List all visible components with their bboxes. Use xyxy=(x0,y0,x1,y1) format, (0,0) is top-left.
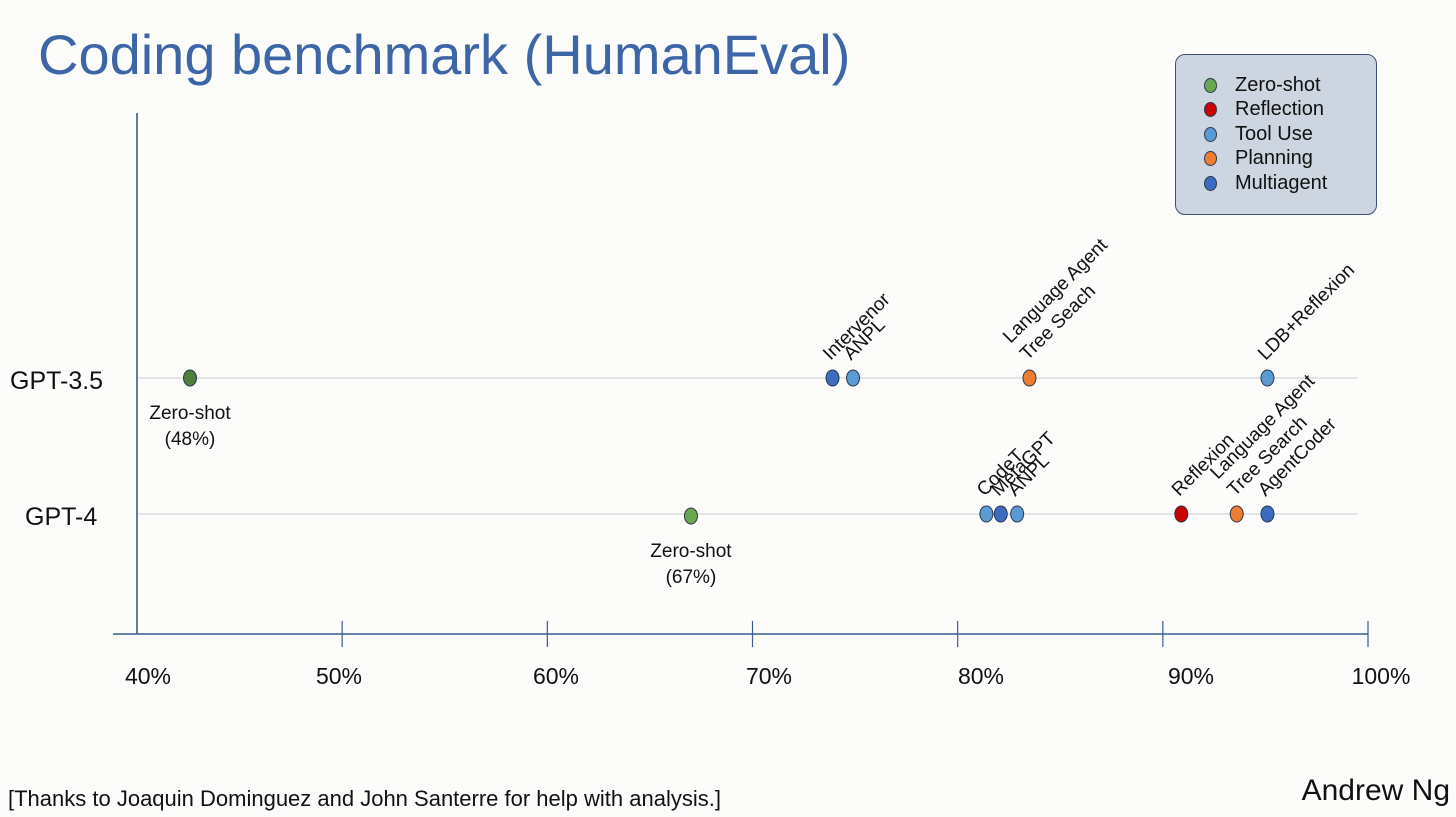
legend-item-planning: Planning xyxy=(1176,147,1376,172)
data-label-group: LDB+Reflexion xyxy=(1254,260,1359,365)
data-point-planning xyxy=(1229,505,1244,523)
legend-label: Tool Use xyxy=(1235,122,1313,145)
legend-label: Multiagent xyxy=(1235,171,1328,194)
data-point-reflection xyxy=(1174,505,1189,523)
data-label: (48%) xyxy=(165,429,216,450)
legend-swatch xyxy=(1204,77,1217,93)
legend-swatch xyxy=(1204,175,1217,191)
data-point-planning xyxy=(1022,369,1037,387)
legend-item-multiagent: Multiagent xyxy=(1176,171,1376,196)
data-point-multiagent xyxy=(825,369,840,387)
footer-note: [Thanks to Joaquin Dominguez and John Sa… xyxy=(8,786,721,811)
slide-title: Coding benchmark (HumanEval) xyxy=(38,23,851,86)
legend-label: Zero-shot xyxy=(1235,73,1321,96)
x-ticks: 40% 50% 60% 70% 80% 90% 100% xyxy=(125,621,1410,689)
legend-swatch xyxy=(1204,126,1217,142)
data-points xyxy=(183,369,1275,525)
x-tick-label: 40% xyxy=(125,663,171,689)
legend-item-reflection: Reflection xyxy=(1176,98,1376,123)
legend: Zero-shot Reflection Tool Use Planning Multi… xyxy=(1175,54,1377,215)
data-point-multiagent xyxy=(993,505,1008,523)
legend-swatch xyxy=(1204,102,1217,118)
y-category-label: GPT-3.5 xyxy=(10,367,103,395)
data-label: Zero-shot xyxy=(149,403,231,424)
x-tick-label: 90% xyxy=(1168,663,1214,689)
legend-label: Reflection xyxy=(1235,98,1324,121)
data-label: LDB+Reflexion xyxy=(1254,260,1359,365)
data-label: Zero-shot xyxy=(650,541,732,562)
data-label: (67%) xyxy=(666,567,717,588)
author-name: Andrew Ng xyxy=(1301,774,1450,807)
x-tick-label: 100% xyxy=(1352,663,1411,689)
legend-swatch xyxy=(1204,151,1217,167)
data-point-tool-use xyxy=(1010,505,1025,523)
legend-item-tool-use: Tool Use xyxy=(1176,122,1376,147)
x-tick-label: 50% xyxy=(316,663,362,689)
data-point-multiagent xyxy=(1260,505,1275,523)
data-point-zero-shot xyxy=(183,369,197,387)
y-category-labels: GPT-3.5 GPT-4 xyxy=(10,367,103,531)
data-point-zero-shot xyxy=(683,507,698,525)
x-tick-label: 70% xyxy=(746,663,792,689)
legend-label: Planning xyxy=(1235,147,1313,170)
row-guides xyxy=(137,377,1358,515)
axes xyxy=(113,113,1368,635)
x-tick-label: 60% xyxy=(533,663,579,689)
data-point-tool-use xyxy=(846,369,861,387)
y-category-label: GPT-4 xyxy=(25,503,97,531)
data-point-tool-use xyxy=(1260,369,1275,387)
legend-item-zero-shot: Zero-shot xyxy=(1176,73,1376,98)
x-tick-label: 80% xyxy=(958,663,1004,689)
data-point-tool-use xyxy=(979,505,994,523)
